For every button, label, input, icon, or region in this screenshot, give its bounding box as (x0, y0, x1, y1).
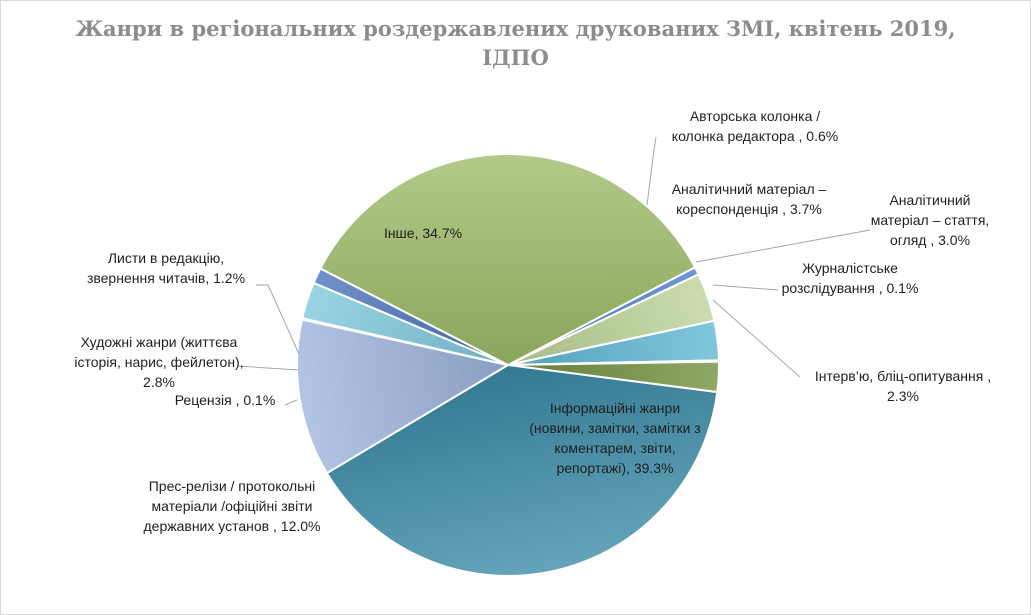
slice-label-4-line-1: 2.3% (887, 388, 919, 404)
slice-label-3: Журналістське розслідування , 0.1% (782, 260, 919, 296)
leader-lines (237, 136, 871, 406)
pie-slice-5 (325, 363, 719, 577)
chart-title: Жанри в регіональних роздержавлених друк… (0, 14, 1031, 72)
slice-label-5-line-1: (новини, замітки, замітки з (529, 420, 700, 436)
pie-slices (295, 153, 720, 577)
slice-label-0-line-0: Авторська колонка / (690, 108, 820, 124)
slice-label-10-line-0: Інше, 34.7% (384, 225, 462, 241)
slice-label-3-line-1: розслідування , 0.1% (782, 280, 919, 296)
slice-labels: Авторська колонка / колонка редактора , 0… (74, 108, 991, 534)
slice-label-9-line-1: звернення читачів, 1.2% (87, 270, 245, 286)
leader-line-7 (284, 399, 298, 406)
slice-label-1-line-1: кореспонденція , 3.7% (676, 201, 822, 217)
slice-label-5-line-0: Інформаційні жанри (550, 400, 680, 416)
chart-title-line-2: ІДПО (482, 45, 549, 70)
leader-line-9 (256, 284, 300, 355)
slice-label-4: Інтерв’ю, бліц-опитування , 2.3% (815, 368, 991, 404)
leader-line-4 (712, 299, 801, 378)
slice-label-8: Художні жанри (життєва історія, нарис, фе… (74, 334, 243, 390)
slice-label-6: Прес-релізи / протокольні матеріали /офіц… (144, 478, 321, 534)
slice-label-5-line-2: коментарем, звіти, (554, 440, 675, 456)
slice-label-2: Аналітичний матеріал – стаття, огляд , 3.0… (871, 192, 990, 248)
slice-label-2-line-1: матеріал – стаття, (871, 212, 990, 228)
slice-label-1-line-0: Аналітичний матеріал – (672, 181, 827, 197)
slice-label-7: Рецензія , 0.1% (175, 392, 276, 408)
slice-label-10: Інше, 34.7% (384, 225, 462, 241)
slice-label-0: Авторська колонка / колонка редактора , 0… (672, 108, 838, 144)
slice-label-6-line-0: Прес-релізи / протокольні (149, 478, 316, 494)
slice-label-4-line-0: Інтерв’ю, бліц-опитування , (815, 368, 991, 384)
slice-label-9-line-0: Листи в редакцію, (108, 250, 224, 266)
slice-label-3-line-0: Журналістське (802, 260, 898, 276)
leader-line-3 (712, 284, 779, 291)
slice-label-8-line-0: Художні жанри (життєва (81, 334, 238, 350)
slice-label-0-line-1: колонка редактора , 0.6% (672, 128, 838, 144)
pie-slice-10 (319, 153, 697, 367)
slice-label-8-line-2: 2.8% (143, 374, 175, 390)
slice-label-6-line-2: державних установ , 12.0% (144, 518, 321, 534)
leader-line-0 (646, 136, 657, 206)
slice-label-1: Аналітичний матеріал – кореспонденція , 3… (672, 181, 827, 217)
slice-label-7-line-0: Рецензія , 0.1% (175, 392, 276, 408)
slice-label-5-line-3: репортажі), 39.3% (556, 460, 673, 476)
chart-title-line-1: Жанри в регіональних роздержавлених друк… (75, 16, 956, 41)
slice-label-8-line-1: історія, нарис, фейлетон), (74, 354, 243, 370)
leader-line-2 (695, 229, 871, 263)
slice-label-2-line-2: огляд , 3.0% (890, 232, 970, 248)
leader-line-8 (237, 365, 299, 371)
pie-slice-6 (295, 318, 511, 475)
slice-label-2-line-0: Аналітичний (889, 192, 970, 208)
slice-label-5: Інформаційні жанри (новини, замітки, замі… (529, 400, 700, 476)
slice-label-6-line-1: матеріали /офіційні звіти (152, 498, 313, 514)
slice-label-9: Листи в редакцію, звернення читачів, 1.2% (87, 250, 245, 286)
